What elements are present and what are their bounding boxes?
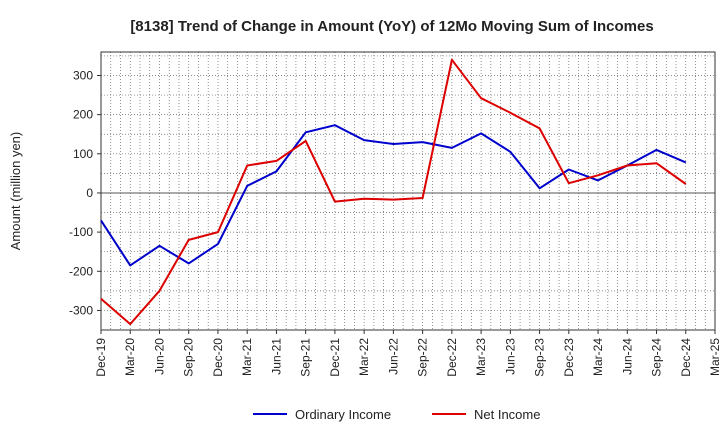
legend: Ordinary Income Net Income (253, 407, 540, 422)
x-tick-label: Mar-21 (240, 338, 254, 376)
x-tick-label: Dec-22 (445, 338, 459, 377)
x-tick-label: Sep-22 (416, 338, 430, 377)
x-tick-label: Jun-22 (386, 338, 400, 375)
x-tick-label: Mar-22 (357, 338, 371, 376)
chart-title: [8138] Trend of Change in Amount (YoY) o… (130, 18, 653, 35)
x-tick-label: Jun-21 (269, 338, 283, 375)
x-tick-label: Jun-24 (620, 338, 634, 375)
x-tick-label: Mar-23 (474, 338, 488, 376)
x-tick-label: Sep-21 (299, 338, 313, 377)
legend-label: Net Income (474, 407, 540, 422)
plot-frame (100, 51, 716, 331)
y-tick-label: 0 (86, 186, 93, 200)
x-tick-label: Dec-19 (94, 338, 108, 377)
x-tick-label: Mar-20 (123, 338, 137, 376)
x-tick-label: Mar-25 (708, 338, 720, 376)
x-tick-label: Dec-24 (679, 338, 693, 377)
y-axis-label: Amount (million yen) (8, 132, 23, 251)
x-tick-label: Sep-23 (533, 338, 547, 377)
series-line-1 (100, 124, 687, 267)
y-tick-label: 300 (73, 68, 93, 82)
series-line-2 (100, 58, 687, 326)
x-tick-label: Jun-23 (503, 338, 517, 375)
y-axis: -300 -200 -100 0 100 200 300 (69, 68, 101, 317)
y-tick-label: 200 (73, 108, 93, 122)
y-tick-label: 100 (73, 147, 93, 161)
x-axis: Dec-19 Mar-20 Jun-20 Sep-20 Dec-20 Mar-21 Jun-… (94, 330, 720, 377)
grid (100, 52, 716, 331)
y-tick-label: -300 (69, 303, 93, 317)
y-tick-label: -200 (69, 264, 93, 278)
x-tick-label: Mar-24 (591, 338, 605, 376)
x-tick-label: Sep-20 (182, 338, 196, 377)
legend-label: Ordinary Income (295, 407, 391, 422)
x-tick-label: Jun-20 (152, 338, 166, 375)
x-tick-label: Dec-21 (328, 338, 342, 377)
series-group (100, 58, 687, 326)
y-tick-label: -100 (69, 225, 93, 239)
x-tick-label: Sep-24 (650, 338, 664, 377)
x-tick-label: Dec-20 (211, 338, 225, 377)
x-tick-label: Dec-23 (562, 338, 576, 377)
